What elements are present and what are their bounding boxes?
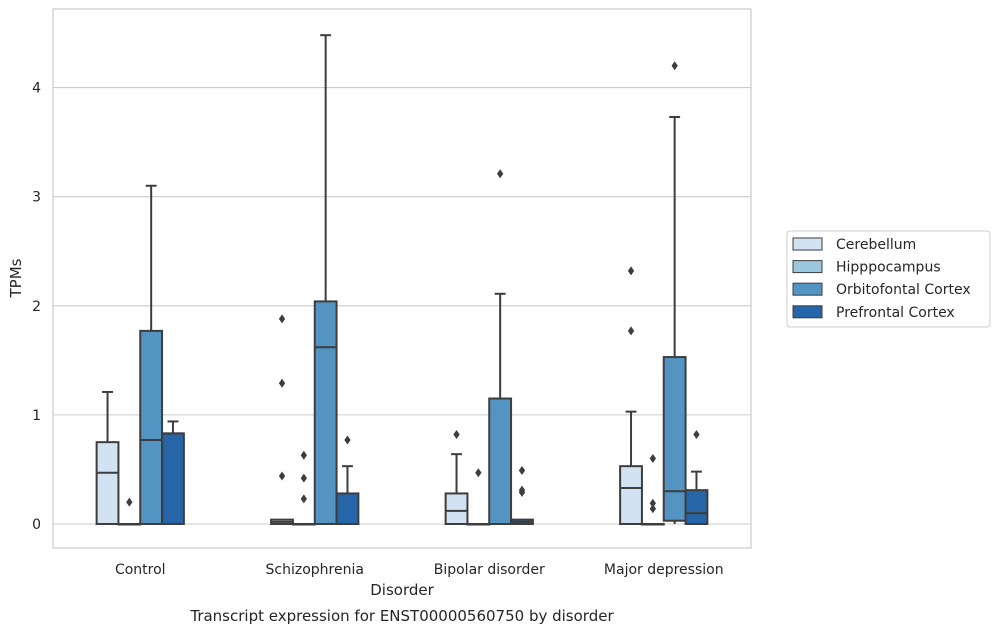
outlier-point [518,485,526,495]
outlier-point [627,326,635,336]
outlier-point [475,468,482,478]
outlier-point [671,61,678,71]
box-plot [684,430,709,525]
legend-items: Cerebellum Hipppocampus Orbitofontal Corte… [792,237,971,321]
outlier-point [278,471,286,481]
box-plot [313,34,338,525]
legend-label: Orbitofontal Cortex [836,282,971,298]
box-plot [444,430,469,525]
outlier-point [278,378,286,388]
chart-title: Transcript expression for ENST0000056075… [189,607,614,625]
legend: Cerebellum Hipppocampus Orbitofontal Corte… [786,230,991,328]
box-plot [95,390,120,525]
box-groups [95,34,709,526]
x-tick-label: Bipolar disorder [434,562,545,578]
x-tick-label: Major depression [604,562,724,578]
y-tick-label: 0 [32,517,41,533]
outlier-point [300,494,307,504]
box [335,492,360,525]
legend-label: Hipppocampus [836,260,941,276]
legend-swatch [792,305,823,319]
outlier-point [300,450,307,460]
outlier-point [497,169,504,179]
y-tick-labels: 0 1 2 3 4 [32,81,41,533]
box [95,441,120,525]
y-tick-label: 4 [32,81,41,97]
y-tick-label: 3 [32,190,41,206]
y-tick-label: 1 [32,408,41,424]
box [444,492,469,525]
outlier-point [453,430,460,440]
outlier-point [300,473,307,483]
box-plot [510,466,534,525]
legend-swatch [792,282,823,296]
outlier-point [518,466,526,476]
box [684,489,709,525]
outlier-point [693,430,700,440]
outlier-point [344,435,351,445]
legend-swatch [792,237,823,251]
box-plot [270,314,294,525]
x-tick-label: Control [115,562,166,578]
outlier-point [126,497,133,507]
legend-swatch [792,260,823,274]
box [619,465,643,525]
box [161,432,185,525]
outlier-point [627,266,635,276]
box-plot [139,184,164,525]
box [662,356,687,522]
box [488,397,513,525]
box-plot [335,435,360,525]
x-axis-title: Disorder [370,581,434,599]
box-plot [488,169,513,525]
x-tick-labels: Control Schizophrenia Bipolar disorder Majo… [115,562,724,578]
box-plot [619,266,643,525]
outlier-point [649,498,656,508]
outlier-point [649,454,656,464]
box [139,329,164,525]
y-tick-label: 2 [32,299,41,315]
box-plot [662,61,687,524]
legend-label: Cerebellum [836,237,916,253]
outlier-point [278,314,286,324]
outlier-point [649,504,656,514]
y-axis-title: TPMs [7,258,25,298]
box-plot [161,420,185,525]
legend-label: Prefrontal Cortex [836,305,955,321]
legend-frame [786,230,991,328]
x-tick-label: Schizophrenia [266,562,364,578]
box [313,300,338,525]
box-plot [640,454,665,526]
